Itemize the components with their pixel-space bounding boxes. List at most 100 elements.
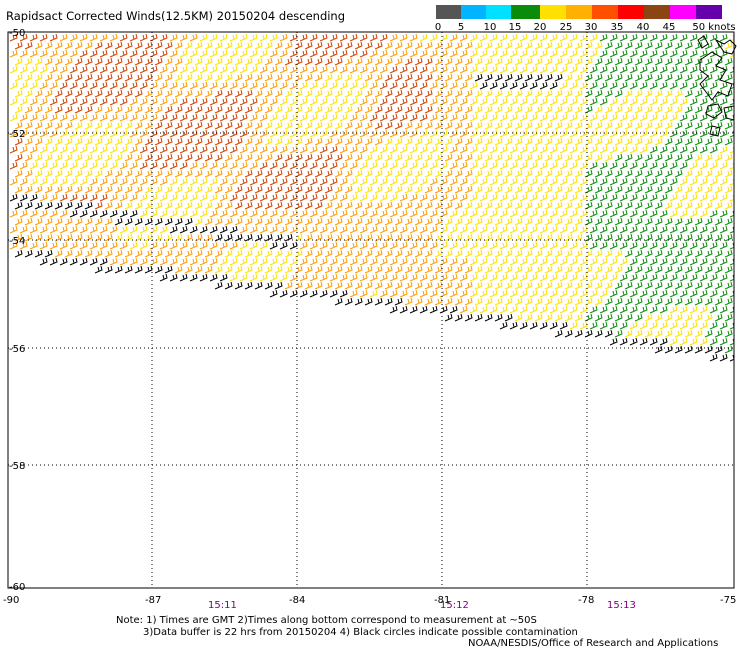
wind-barb	[369, 97, 378, 106]
wind-barb	[309, 225, 318, 234]
wind-barb	[399, 113, 408, 122]
wind-barb	[19, 81, 28, 90]
wind-barb	[539, 33, 548, 42]
wind-barb	[289, 33, 298, 42]
wind-barb	[599, 177, 608, 186]
wind-barb	[84, 185, 93, 194]
wind-barb	[624, 201, 633, 210]
wind-barb	[559, 81, 568, 90]
wind-barb	[404, 217, 413, 226]
wind-barb	[9, 113, 18, 122]
wind-barb	[74, 121, 83, 130]
wind-barb	[29, 33, 38, 42]
wind-barb	[239, 257, 248, 266]
wind-barb	[664, 41, 673, 50]
wind-barb	[354, 121, 363, 130]
wind-barb	[359, 113, 368, 122]
wind-barb	[179, 97, 188, 106]
wind-barb	[564, 41, 573, 50]
wind-barb	[719, 289, 728, 298]
wind-barb	[709, 305, 718, 314]
wind-barb	[604, 73, 613, 82]
wind-barb	[584, 185, 593, 194]
wind-barb	[124, 169, 133, 178]
wind-barb	[359, 209, 368, 218]
wind-barb	[79, 161, 88, 170]
wind-barb	[564, 57, 573, 66]
wind-barb	[299, 289, 308, 298]
wind-barb	[249, 129, 258, 138]
wind-barb	[699, 161, 708, 170]
wind-barb	[64, 41, 73, 50]
wind-barb	[214, 137, 223, 146]
wind-barb	[349, 113, 358, 122]
wind-barb	[359, 193, 368, 202]
wind-barb	[479, 209, 488, 218]
wind-barb	[549, 257, 558, 266]
wind-barb	[504, 121, 513, 130]
wind-barb	[709, 321, 718, 330]
wind-barb	[619, 337, 628, 346]
wind-barb	[709, 129, 718, 138]
wind-barb	[159, 209, 168, 218]
wind-barb	[214, 73, 223, 82]
wind-barb	[169, 225, 178, 234]
wind-barb	[414, 201, 423, 210]
wind-barb	[539, 97, 548, 106]
wind-barb	[584, 89, 593, 98]
wind-barb	[424, 297, 433, 306]
wind-barb	[379, 161, 388, 170]
wind-barb	[369, 113, 378, 122]
wind-barb	[694, 41, 703, 50]
wind-barb	[459, 49, 468, 58]
legend-label-30: 30	[584, 22, 598, 33]
wind-barb	[584, 265, 593, 274]
wind-barb	[139, 177, 148, 186]
wind-barb	[234, 73, 243, 82]
wind-barb	[689, 161, 698, 170]
wind-barb	[474, 201, 483, 210]
wind-barb	[654, 57, 663, 66]
wind-barb	[564, 153, 573, 162]
wind-barb	[89, 193, 98, 202]
wind-barb	[649, 289, 658, 298]
wind-barb	[549, 81, 558, 90]
wind-barb	[649, 225, 658, 234]
wind-barb	[394, 73, 403, 82]
wind-barb	[284, 89, 293, 98]
wind-barb	[735, 250, 740, 257]
wind-barb	[119, 177, 128, 186]
wind-barb	[294, 169, 303, 178]
wind-barb	[169, 49, 178, 58]
wind-barb	[574, 233, 583, 242]
wind-barb	[154, 201, 163, 210]
wind-barb	[419, 33, 428, 42]
wind-barb	[439, 241, 448, 250]
wind-barb	[699, 113, 708, 122]
wind-barb	[224, 233, 233, 242]
wind-barb	[404, 137, 413, 146]
wind-barb	[735, 74, 740, 81]
wind-barb	[589, 49, 598, 58]
wind-barb	[679, 65, 688, 74]
wind-barb	[424, 249, 433, 258]
wind-barb	[449, 225, 458, 234]
wind-barb	[599, 257, 608, 266]
wind-barb	[19, 97, 28, 106]
wind-barb	[319, 49, 328, 58]
wind-barb	[624, 185, 633, 194]
wind-barb	[24, 233, 33, 242]
wind-barb	[689, 321, 698, 330]
wind-barb	[589, 113, 598, 122]
wind-barb	[374, 201, 383, 210]
wind-barb	[634, 121, 643, 130]
wind-barb	[314, 217, 323, 226]
wind-barb	[209, 225, 218, 234]
wind-barb	[349, 177, 358, 186]
wind-barb	[79, 177, 88, 186]
wind-barb	[114, 265, 123, 274]
wind-barb	[479, 65, 488, 74]
wind-barb	[409, 129, 418, 138]
wind-barb	[184, 89, 193, 98]
wind-barb	[359, 225, 368, 234]
